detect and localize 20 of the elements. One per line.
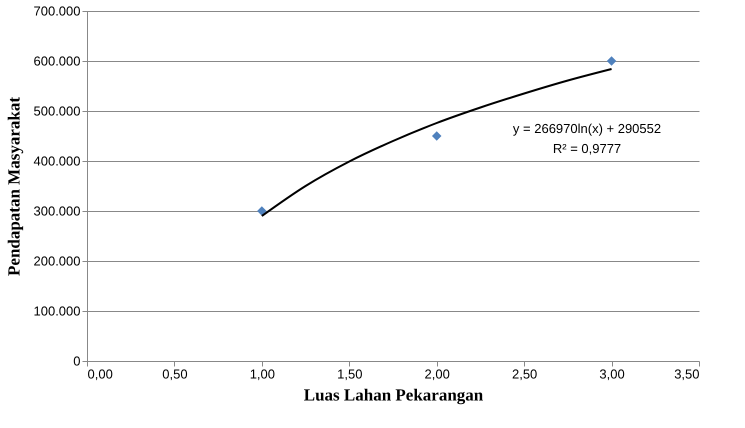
y-tick-label: 100.000 — [34, 304, 80, 318]
y-tick-label: 700.000 — [34, 4, 80, 18]
x-tick-label: 3,00 — [599, 366, 625, 382]
y-tick-label: 0 — [73, 354, 80, 368]
y-tick-label: 500.000 — [34, 104, 80, 118]
y-tick-label: 600.000 — [34, 54, 80, 68]
x-tick-label: 1,50 — [337, 366, 362, 382]
annotation: y = 266970ln(x) + 290552 — [512, 121, 662, 136]
x-tick-label: 2,00 — [424, 366, 450, 382]
annotation: R² = 0,9777 — [552, 141, 622, 156]
x-tick-label: 1,00 — [250, 366, 276, 382]
y-tick-label: 200.000 — [34, 254, 80, 268]
x-tick-label: 2,50 — [512, 366, 538, 382]
y-tick-label: 300.000 — [34, 204, 80, 218]
y-axis-title: Pendapatan Masyarakat — [4, 96, 24, 276]
y-tick-label: 400.000 — [34, 154, 80, 168]
x-tick-label: 3,50 — [674, 366, 700, 382]
x-tick-label: 0,50 — [162, 366, 188, 382]
x-axis-title: Luas Lahan Pekarangan — [304, 386, 484, 404]
x-tick-label: 0,00 — [88, 366, 113, 382]
